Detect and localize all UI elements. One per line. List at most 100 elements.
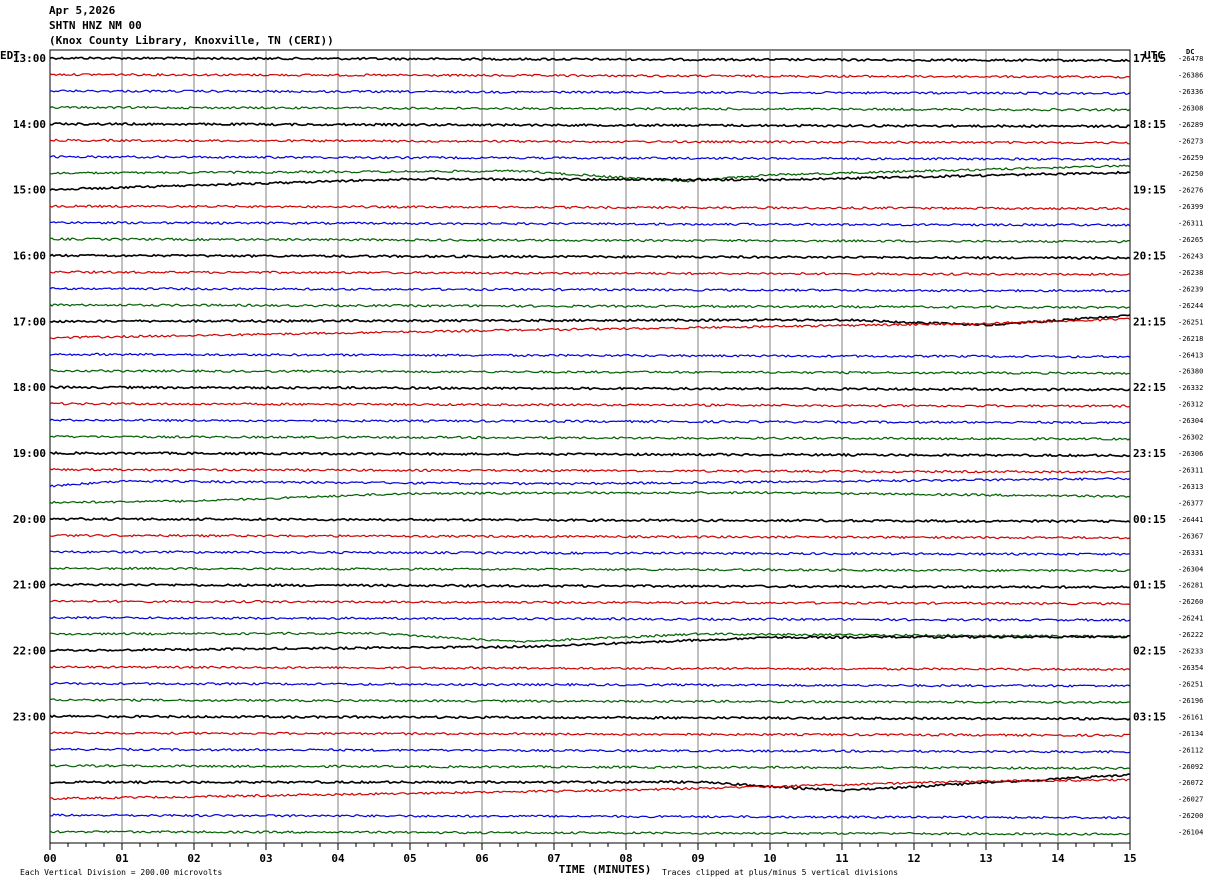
trace-line bbox=[49, 665, 1131, 672]
left-hour-label: 18:00 bbox=[13, 381, 46, 394]
dc-offset-label: -26241 bbox=[1178, 615, 1203, 623]
dc-offset-label: -26238 bbox=[1178, 269, 1203, 277]
dc-offset-label: -26308 bbox=[1178, 104, 1203, 112]
dc-offset-label: -26304 bbox=[1178, 565, 1203, 573]
dc-offset-label: -26200 bbox=[1178, 812, 1203, 820]
x-tick-label: 00 bbox=[43, 852, 56, 865]
left-hour-label: 13:00 bbox=[13, 52, 46, 65]
left-hour-label: 20:00 bbox=[13, 513, 46, 526]
dc-offset-label: -26161 bbox=[1178, 713, 1203, 721]
left-hour-label: 16:00 bbox=[13, 250, 46, 263]
dc-offset-label: -26259 bbox=[1178, 154, 1203, 162]
trace-line bbox=[49, 317, 1131, 340]
x-tick-label: 12 bbox=[907, 852, 920, 865]
dc-offset-label: -26311 bbox=[1178, 220, 1203, 228]
dc-offset-label: -26072 bbox=[1178, 779, 1203, 787]
x-tick-label: 07 bbox=[547, 852, 560, 865]
trace-line bbox=[49, 467, 1131, 474]
x-tick-label: 11 bbox=[835, 852, 849, 865]
dc-offset-label: -26313 bbox=[1178, 483, 1203, 491]
dc-offset-label: -26304 bbox=[1178, 417, 1203, 425]
trace-line bbox=[49, 121, 1131, 129]
x-tick-label: 03 bbox=[259, 852, 272, 865]
dc-offset-label: -26399 bbox=[1178, 203, 1203, 211]
x-axis-title: TIME (MINUTES) bbox=[559, 863, 652, 876]
trace-line bbox=[49, 634, 1131, 653]
left-hour-label: 17:00 bbox=[13, 315, 46, 328]
trace-line bbox=[49, 105, 1131, 112]
x-tick-label: 13 bbox=[979, 852, 992, 865]
trace-line bbox=[49, 477, 1131, 488]
dc-offset-label: -26478 bbox=[1178, 55, 1203, 63]
x-tick-label: 15 bbox=[1123, 852, 1136, 865]
trace-line bbox=[49, 813, 1131, 820]
dc-offset-label: -26377 bbox=[1178, 499, 1203, 507]
trace-line bbox=[49, 714, 1131, 721]
left-hour-label: 15:00 bbox=[13, 184, 46, 197]
trace-line bbox=[49, 352, 1131, 359]
dc-offset-label: -26222 bbox=[1178, 631, 1203, 639]
trace-line bbox=[49, 286, 1131, 293]
trace-line bbox=[49, 385, 1131, 392]
x-tick-label: 08 bbox=[619, 852, 632, 865]
x-tick-label: 06 bbox=[475, 852, 489, 865]
left-hour-label: 14:00 bbox=[13, 118, 46, 131]
plot-date: Apr 5,2026 bbox=[49, 4, 116, 17]
trace-line bbox=[49, 314, 1131, 327]
trace-line bbox=[49, 237, 1131, 244]
dc-offset-label: -26027 bbox=[1178, 796, 1203, 804]
left-hour-label: 23:00 bbox=[13, 710, 46, 723]
right-hour-label: 19:15 bbox=[1133, 184, 1166, 197]
trace-line bbox=[49, 138, 1131, 145]
dc-offset-label: -26239 bbox=[1178, 285, 1203, 293]
dc-offset-label: -26265 bbox=[1178, 236, 1203, 244]
x-tick-label: 14 bbox=[1051, 852, 1065, 865]
dc-offset-label: -26289 bbox=[1178, 121, 1203, 129]
trace-line bbox=[49, 517, 1131, 524]
clip-note: Traces clipped at plus/minus 5 vertical … bbox=[662, 868, 898, 877]
trace-line bbox=[49, 490, 1131, 505]
x-tick-label: 09 bbox=[691, 852, 704, 865]
right-hour-label: 22:15 bbox=[1133, 381, 1166, 394]
right-hour-label: 01:15 bbox=[1133, 579, 1166, 592]
right-hour-label: 02:15 bbox=[1133, 645, 1166, 658]
trace-line bbox=[49, 773, 1131, 793]
trace-line bbox=[49, 681, 1131, 688]
trace-line bbox=[49, 829, 1131, 836]
left-hour-label: 21:00 bbox=[13, 579, 46, 592]
trace-line bbox=[49, 401, 1131, 408]
dc-offset-label: -26243 bbox=[1178, 253, 1203, 261]
right-timezone-label: UTC bbox=[1144, 49, 1164, 62]
dc-offset-label: -26233 bbox=[1178, 648, 1203, 656]
dc-offset-label: -26112 bbox=[1178, 746, 1203, 754]
dc-offset-label: -26260 bbox=[1178, 598, 1203, 606]
dc-offset-label: -26250 bbox=[1178, 170, 1203, 178]
dc-header-label: DC bbox=[1186, 48, 1195, 56]
station-code: SHTN HNZ NM 00 bbox=[49, 19, 142, 32]
x-tick-label: 04 bbox=[331, 852, 345, 865]
trace-line bbox=[49, 764, 1131, 770]
dc-offset-label: -26244 bbox=[1178, 302, 1203, 310]
x-tick-label: 10 bbox=[763, 852, 776, 865]
left-hour-label: 19:00 bbox=[13, 447, 46, 460]
trace-line bbox=[49, 368, 1131, 375]
dc-offset-label: -26354 bbox=[1178, 664, 1203, 672]
dc-offset-label: -26251 bbox=[1178, 318, 1203, 326]
trace-line bbox=[49, 270, 1131, 277]
right-hour-label: 18:15 bbox=[1133, 118, 1166, 131]
trace-line bbox=[49, 533, 1131, 540]
dc-offset-label: -26092 bbox=[1178, 763, 1203, 771]
trace-line bbox=[49, 582, 1131, 590]
trace-line bbox=[49, 615, 1131, 622]
dc-offset-label: -26331 bbox=[1178, 549, 1203, 557]
dc-offset-label: -26380 bbox=[1178, 368, 1203, 376]
trace-line bbox=[49, 698, 1130, 704]
trace-line bbox=[49, 599, 1131, 606]
scale-note: Each Vertical Division = 200.00 microvol… bbox=[20, 868, 222, 877]
station-location: (Knox County Library, Knoxville, TN (CER… bbox=[49, 34, 334, 47]
dc-offset-label: -26332 bbox=[1178, 384, 1203, 392]
trace-line bbox=[49, 451, 1131, 458]
right-hour-label: 23:15 bbox=[1133, 447, 1166, 460]
trace-line bbox=[49, 204, 1130, 211]
